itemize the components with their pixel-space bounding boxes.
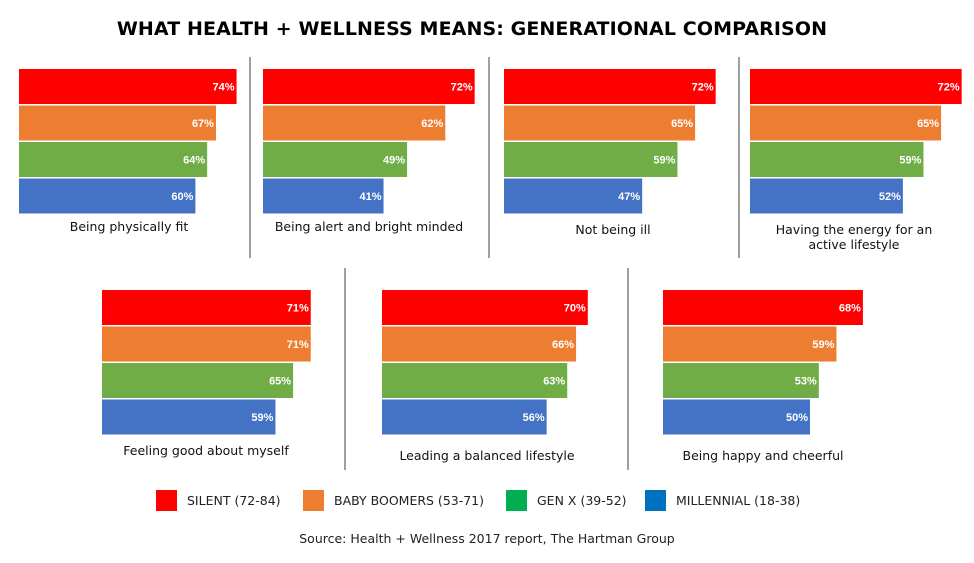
bar-baby-boomers: [102, 326, 311, 362]
panel-caption-line: Being happy and cheerful: [683, 448, 844, 463]
panel-1: 74% 67% 64% 60% Being physically fit: [19, 69, 237, 234]
bar-value-label: 72%: [692, 82, 714, 94]
chart-title: WHAT HEALTH + WELLNESS MEANS: GENERATION…: [116, 18, 828, 40]
bar-value-label: 67%: [192, 118, 214, 130]
panel-caption-line: active lifestyle: [809, 237, 900, 252]
bar-gen-x: [504, 142, 678, 177]
panel-caption: Having the energy for an active lifestyle: [776, 222, 933, 252]
bar-gen-x: [19, 142, 208, 177]
bar-silent: [19, 69, 237, 104]
legend-item-baby-boomers: BABY BOOMERS (53-71): [303, 489, 484, 511]
bar-value-label: 60%: [171, 191, 193, 203]
bar-millennial: [750, 178, 903, 214]
panel-7: 68% 59% 53% 50% Being happy and cheerful: [663, 290, 863, 463]
panel-5: 71% 71% 65% 59% Feeling good about myself: [102, 290, 311, 458]
bar-gen-x: [663, 363, 819, 398]
bar-silent: [663, 290, 863, 325]
panel-caption-line: Feeling good about myself: [123, 443, 289, 458]
bar-value-label: 72%: [451, 82, 473, 94]
bar-silent: [504, 69, 716, 104]
bar-silent: [382, 290, 588, 325]
panel-3: 72% 65% 59% 47% Not being ill: [504, 69, 716, 237]
legend-label-millennial: MILLENNIAL (18-38): [676, 492, 801, 508]
bar-value-label: 52%: [879, 191, 901, 203]
bar-value-label: 59%: [251, 412, 273, 424]
panel-4: 72% 65% 59% 52% Having the energy for an acti…: [750, 69, 962, 252]
panel-caption: Being physically fit: [70, 219, 189, 234]
panel-caption: Leading a balanced lifestyle: [399, 448, 574, 463]
bar-baby-boomers: [504, 105, 696, 141]
bar-gen-x: [750, 142, 924, 177]
bar-millennial: [663, 399, 810, 435]
panel-6: 70% 66% 63% 56% Leading a balanced lifestyle: [382, 290, 588, 463]
bar-baby-boomers: [382, 326, 577, 362]
panel-caption-line: Being physically fit: [70, 219, 189, 234]
bar-value-label: 74%: [213, 82, 235, 94]
panel-caption: Being alert and bright minded: [275, 219, 463, 234]
legend-label-silent: SILENT (72-84): [187, 492, 281, 508]
bar-silent: [750, 69, 962, 104]
legend-label-gen-x: GEN X (39-52): [537, 492, 627, 508]
bar-value-label: 65%: [671, 118, 693, 130]
bar-value-label: 50%: [786, 412, 808, 424]
legend-swatch-baby-boomers: [303, 489, 324, 511]
bar-value-label: 70%: [564, 303, 586, 315]
bar-value-label: 64%: [183, 155, 205, 167]
bar-millennial: [382, 399, 547, 435]
bar-silent: [263, 69, 475, 104]
legend-swatch-millennial: [645, 489, 666, 511]
bar-value-label: 72%: [938, 82, 960, 94]
bar-value-label: 71%: [287, 303, 309, 315]
panel-caption: Feeling good about myself: [123, 443, 289, 458]
bar-value-label: 49%: [383, 155, 405, 167]
bar-value-label: 41%: [360, 191, 382, 203]
bar-millennial: [102, 399, 276, 435]
legend-item-gen-x: GEN X (39-52): [506, 489, 627, 511]
bar-baby-boomers: [750, 105, 942, 141]
panel-caption: Being happy and cheerful: [683, 448, 844, 463]
bar-value-label: 53%: [795, 376, 817, 388]
bar-value-label: 56%: [523, 412, 545, 424]
legend-swatch-gen-x: [506, 489, 527, 511]
source-note: Source: Health + Wellness 2017 report, T…: [299, 531, 675, 546]
legend: SILENT (72-84) BABY BOOMERS (53-71) GEN …: [0, 489, 974, 511]
bar-gen-x: [263, 142, 408, 177]
bar-value-label: 59%: [653, 155, 675, 167]
bar-millennial: [263, 178, 384, 214]
bar-millennial: [19, 178, 196, 214]
panel-2: 72% 62% 49% 41% Being alert and bright minde…: [263, 69, 475, 234]
bar-value-label: 65%: [917, 118, 939, 130]
panel-caption-line: Not being ill: [575, 222, 650, 237]
bar-baby-boomers: [663, 326, 837, 362]
bar-value-label: 47%: [618, 191, 640, 203]
bar-value-label: 71%: [287, 339, 309, 351]
legend-swatch-silent: [156, 489, 177, 511]
bar-value-label: 62%: [421, 118, 443, 130]
bar-value-label: 63%: [543, 376, 565, 388]
bar-value-label: 59%: [899, 155, 921, 167]
legend-item-silent: SILENT (72-84): [156, 489, 281, 511]
panel-caption-line: Leading a balanced lifestyle: [399, 448, 574, 463]
bar-gen-x: [382, 363, 568, 398]
legend-label-baby-boomers: BABY BOOMERS (53-71): [334, 492, 485, 508]
bar-silent: [102, 290, 311, 325]
bar-value-label: 66%: [552, 339, 574, 351]
bar-baby-boomers: [19, 105, 216, 141]
bar-value-label: 65%: [269, 376, 291, 388]
bar-baby-boomers: [263, 105, 446, 141]
panel-caption: Not being ill: [575, 222, 650, 237]
bar-value-label: 59%: [812, 339, 834, 351]
bar-millennial: [504, 178, 643, 214]
panel-caption-line: Having the energy for an: [776, 222, 933, 237]
bar-gen-x: [102, 363, 294, 398]
panel-caption-line: Being alert and bright minded: [275, 219, 463, 234]
bar-value-label: 68%: [839, 303, 861, 315]
legend-item-millennial: MILLENNIAL (18-38): [645, 489, 800, 511]
